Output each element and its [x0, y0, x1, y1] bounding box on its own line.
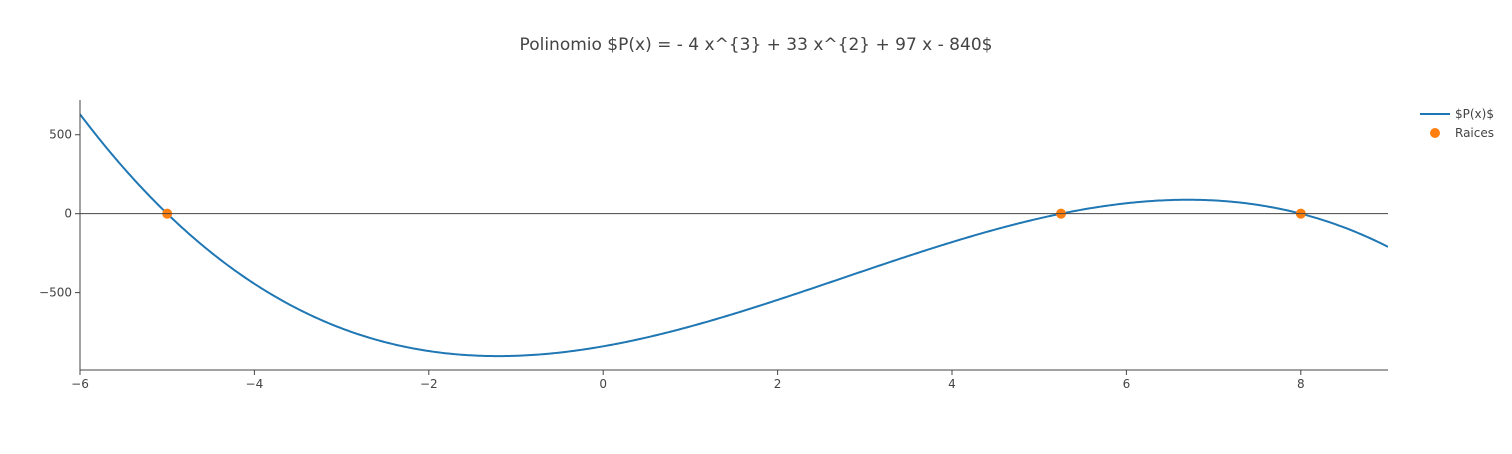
x-tick-label: −4 — [246, 377, 264, 391]
x-tick-label: −6 — [71, 377, 89, 391]
legend-marker-swatch — [1430, 128, 1440, 138]
legend[interactable]: $P(x)$ Raices — [1420, 107, 1494, 140]
x-tick-label: 8 — [1297, 377, 1305, 391]
series-line-p-x — [80, 113, 1388, 358]
x-tick-label: 2 — [774, 377, 782, 391]
x-tick-label: 6 — [1123, 377, 1131, 391]
x-tick-label: −2 — [420, 377, 438, 391]
y-tick-label: 500 — [49, 128, 72, 142]
legend-label-raices[interactable]: Raices — [1455, 126, 1494, 140]
plot-area — [80, 113, 1388, 358]
axes: −6 −4 −2 0 2 4 6 8 −500 0 500 — [39, 100, 1388, 391]
chart-title: Polinomio $P(x) = - 4 x^{3} + 33 x^{2} +… — [520, 35, 993, 55]
legend-label-p-x[interactable]: $P(x)$ — [1455, 107, 1494, 121]
x-tick-label: 0 — [599, 377, 607, 391]
x-tick-label: 4 — [948, 377, 956, 391]
y-tick-label: 0 — [64, 207, 72, 221]
y-tick-label: −500 — [39, 286, 72, 300]
